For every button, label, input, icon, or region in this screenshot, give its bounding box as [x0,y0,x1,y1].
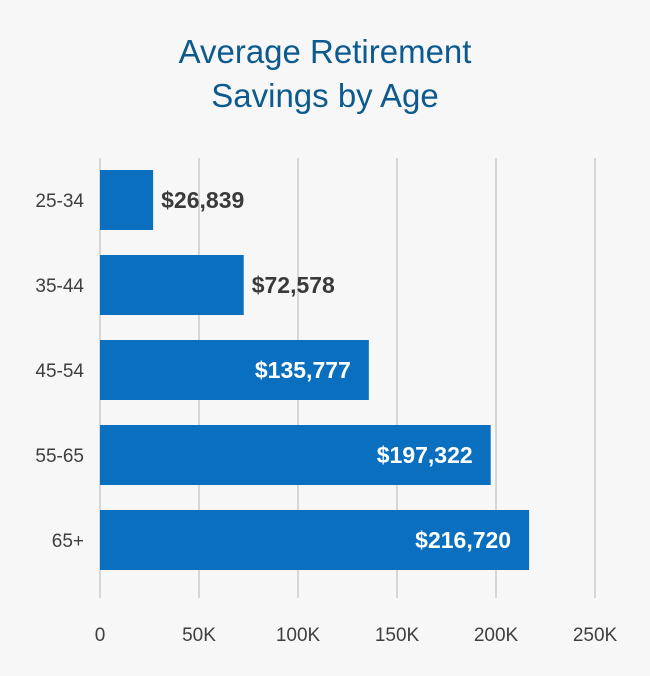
value-label-25-34: $26,839 [161,187,244,213]
value-label-55-65: $197,322 [377,442,473,468]
bar-35-44 [100,255,244,315]
value-label-45-54: $135,777 [255,357,351,383]
x-tick-label-1: 50K [182,625,216,646]
x-tick-label-4: 200K [474,625,519,646]
x-tick-label-3: 150K [375,625,420,646]
bar-45-54 [100,340,369,400]
x-tick-label-5: 250K [573,625,618,646]
x-tick-label-2: 100K [276,625,321,646]
y-category-label-2: 45-54 [35,361,84,382]
bar-65+ [100,510,530,570]
value-label-65+: $216,720 [415,527,511,553]
bar-25-34 [100,170,154,230]
value-label-35-44: $72,578 [252,272,335,298]
x-tick-label-0: 0 [95,625,106,646]
chart-title-line-2: Savings by Age [211,77,439,114]
axis-layer: 0 50K 100K 150K 200K 250K 25-34 35-44 45-54 55-65… [35,191,617,646]
y-category-label-0: 25-34 [35,191,84,212]
bar-layer [100,170,530,570]
label-layer: $26,839 $72,578 $135,777 $197,322 $216,720 [161,187,511,553]
y-category-label-4: 65+ [52,531,84,552]
chart-title: Average Retirement Savings by Age [0,30,650,118]
y-category-label-1: 35-44 [35,276,84,297]
chart-title-line-1: Average Retirement [178,33,472,70]
y-category-label-3: 55-65 [35,446,84,467]
bar-55-65 [100,425,491,485]
